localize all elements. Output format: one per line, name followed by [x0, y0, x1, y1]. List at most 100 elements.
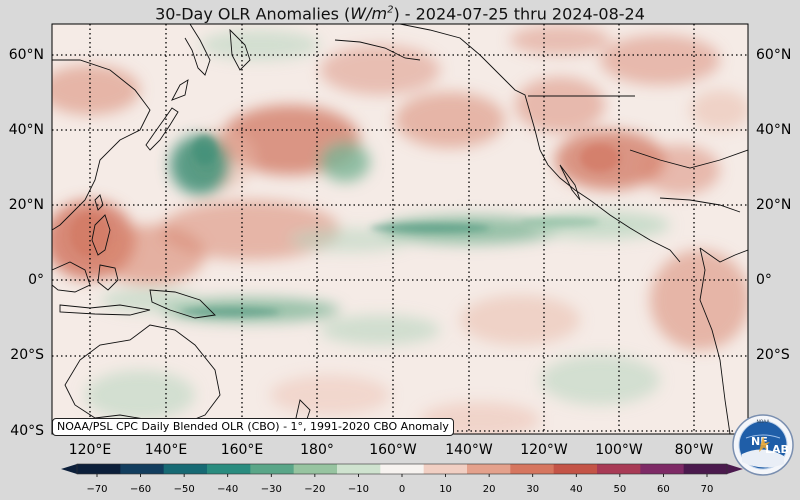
anomaly-region: [640, 145, 720, 195]
colorbar-tick-label: −60: [130, 484, 152, 495]
anomaly-region: [320, 142, 370, 182]
colorbar-tick-label: −20: [304, 484, 326, 495]
lat-label-left: 0°: [28, 272, 44, 288]
colorbar-tick-label: 40: [569, 484, 583, 495]
colorbar-extend-low: [61, 464, 77, 474]
colorbar-segment: [293, 464, 338, 474]
anomaly-region: [600, 35, 720, 85]
anomaly-region: [370, 223, 490, 233]
colorbar-tick-label: 0: [398, 484, 406, 495]
lat-label-right: 60°N: [756, 47, 792, 63]
colorbar-tick-label: −30: [260, 484, 282, 495]
coastline: [629, 149, 748, 169]
coastline: [145, 107, 179, 151]
colorbar: [61, 463, 743, 477]
colorbar-segment: [380, 464, 425, 474]
anomaly-region: [540, 355, 660, 405]
logo-ring-text: NOAA: [756, 419, 770, 425]
anomaly-region: [650, 250, 748, 350]
coastline: [97, 264, 119, 291]
colorbar-tick-label: 60: [657, 484, 670, 495]
lon-label: 80°W: [674, 442, 714, 458]
figure-title: 30-Day OLR Anomalies (W/m2) - 2024-07-25…: [0, 0, 800, 24]
coastline: [52, 59, 151, 231]
colorbar-tick-label: −40: [217, 484, 239, 495]
lat-label-right: 40°N: [756, 122, 792, 138]
anomaly-region: [193, 135, 217, 165]
lon-label: 100°W: [595, 442, 643, 458]
coastline: [184, 24, 211, 76]
colorbar-segment: [423, 464, 468, 474]
lat-label-right: 20°N: [756, 197, 792, 213]
lat-label-left: 40°N: [8, 122, 44, 138]
coastline: [699, 247, 748, 263]
coastline: [91, 214, 111, 256]
anomaly-region: [580, 144, 620, 172]
lon-label: 120°E: [68, 442, 112, 458]
lon-label: 180°: [300, 442, 334, 458]
coastlines: [52, 24, 748, 434]
nexlab-logo[interactable]: NE LAB NOAA: [732, 414, 794, 476]
colorbar-segment: [250, 464, 295, 474]
lon-label: 160°E: [220, 442, 264, 458]
anomaly-region: [70, 213, 110, 257]
anomaly-region: [320, 315, 440, 345]
coastline: [171, 79, 189, 101]
coastline: [659, 197, 741, 213]
colorbar-segment: [207, 464, 251, 474]
title-prefix: 30-Day OLR Anomalies (: [155, 4, 351, 24]
coastline: [59, 304, 151, 316]
anomaly-region: [52, 65, 140, 115]
anomaly-region: [395, 92, 505, 148]
anomaly-region: [520, 217, 600, 227]
lat-label-left: 60°N: [8, 47, 44, 63]
colorbar-tick-label: 50: [613, 484, 627, 495]
colorbar-tick-label: −10: [347, 484, 369, 495]
anomaly-region: [515, 77, 605, 133]
colorbar-tick-label: 20: [482, 484, 496, 495]
colorbar-segment: [640, 464, 685, 474]
colorbar-tick-label: 10: [439, 484, 452, 495]
coastline: [539, 149, 681, 263]
logo-text-right: LAB: [765, 443, 789, 456]
colorbar-segment: [77, 464, 121, 474]
anomaly-field: [52, 25, 748, 434]
data-source-note: NOAA/PSL CPC Daily Blended OLR (CBO) - 1…: [52, 418, 454, 436]
anomaly-region: [510, 25, 610, 55]
colorbar-extend-high: [727, 464, 743, 474]
coastline: [699, 247, 731, 434]
lon-label: 140°W: [445, 442, 493, 458]
lon-label: 140°E: [144, 442, 188, 458]
anomaly-region: [85, 370, 195, 420]
colorbar-segment: [163, 464, 208, 474]
lat-label-right: 0°: [756, 272, 772, 288]
lat-label-left: 20°N: [8, 197, 44, 213]
colorbar-segment: [467, 464, 511, 474]
colorbar-tick-label: −50: [173, 484, 195, 495]
anomaly-region: [290, 228, 410, 252]
coastline: [334, 39, 421, 61]
anomaly-region: [270, 375, 390, 415]
colorbar-tick-label: −70: [86, 484, 108, 495]
title-units: W/m2: [350, 4, 394, 24]
lat-label-left: 20°S: [10, 347, 44, 363]
colorbar-tick-label: 70: [700, 484, 714, 495]
anomaly-region: [200, 30, 320, 60]
anomaly-region: [690, 90, 748, 130]
anomaly-region: [460, 295, 580, 345]
anomaly-region: [320, 45, 440, 95]
colorbar-segment: [683, 464, 728, 474]
lat-label-right: 20°S: [756, 347, 790, 363]
colorbar-segment: [510, 464, 555, 474]
anomaly-region: [180, 307, 280, 317]
title-suffix: ) - 2024-07-25 thru 2024-08-24: [393, 4, 645, 24]
coastline: [399, 24, 541, 151]
lon-label: 160°W: [369, 442, 417, 458]
coastline: [559, 164, 581, 201]
colorbar-segment: [597, 464, 641, 474]
anomaly-field-detail: [70, 135, 620, 317]
lon-label: 120°W: [520, 442, 568, 458]
colorbar-tick-label: 30: [526, 484, 540, 495]
